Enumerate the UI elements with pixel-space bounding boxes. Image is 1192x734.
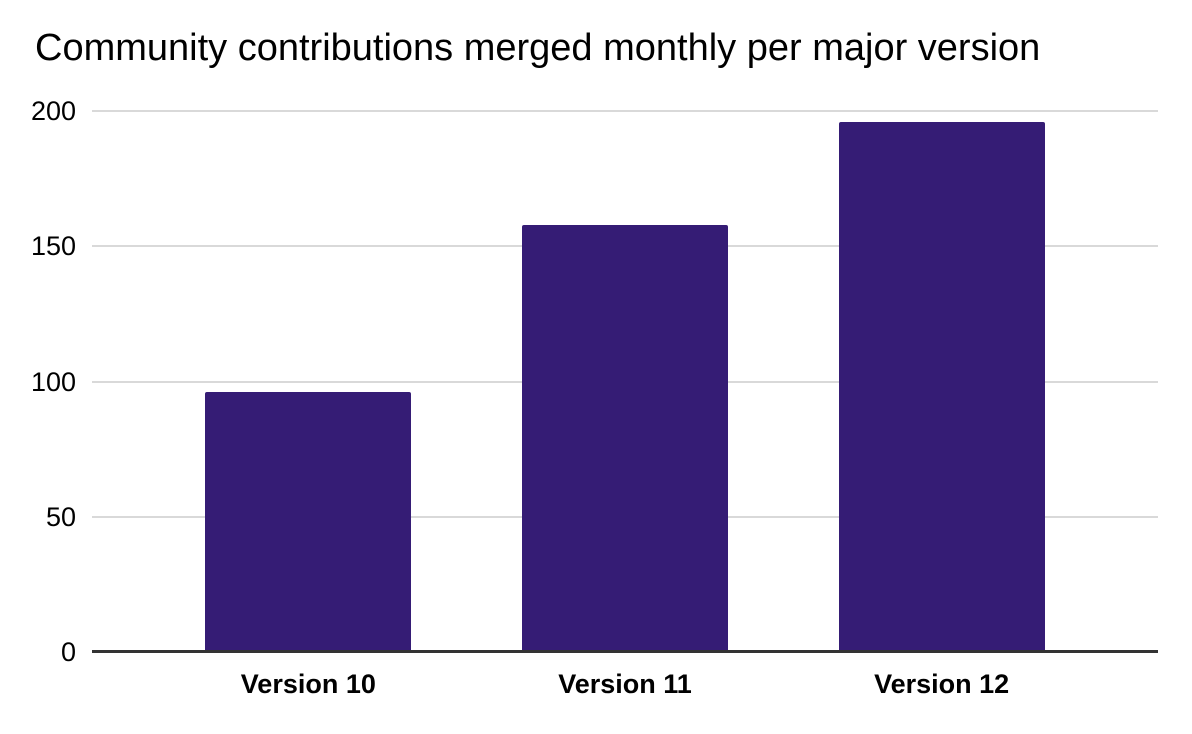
- x-axis: Version 10 Version 11 Version 12: [92, 667, 1158, 707]
- y-tick-label-0: 0: [60, 637, 76, 667]
- bar-version-10: [205, 392, 412, 652]
- x-axis-line: [92, 650, 1158, 653]
- y-tick-label-200: 200: [30, 96, 76, 126]
- bar-version-12: [838, 121, 1045, 652]
- plot-area: [92, 110, 1158, 653]
- y-tick-label-100: 100: [30, 366, 76, 397]
- x-tick-label-version-11: Version 11: [558, 669, 692, 699]
- gridline-200: [92, 110, 1158, 112]
- bar-version-11: [522, 224, 728, 652]
- y-tick-label-150: 150: [30, 231, 76, 262]
- chart-title: Community contributions merged monthly p…: [35, 27, 1041, 69]
- x-tick-label-version-10: Version 10: [240, 669, 376, 699]
- y-tick-label-50: 50: [45, 501, 76, 532]
- x-tick-label-version-12: Version 12: [874, 669, 1010, 699]
- y-axis: 0 50 100 150 200: [0, 97, 76, 666]
